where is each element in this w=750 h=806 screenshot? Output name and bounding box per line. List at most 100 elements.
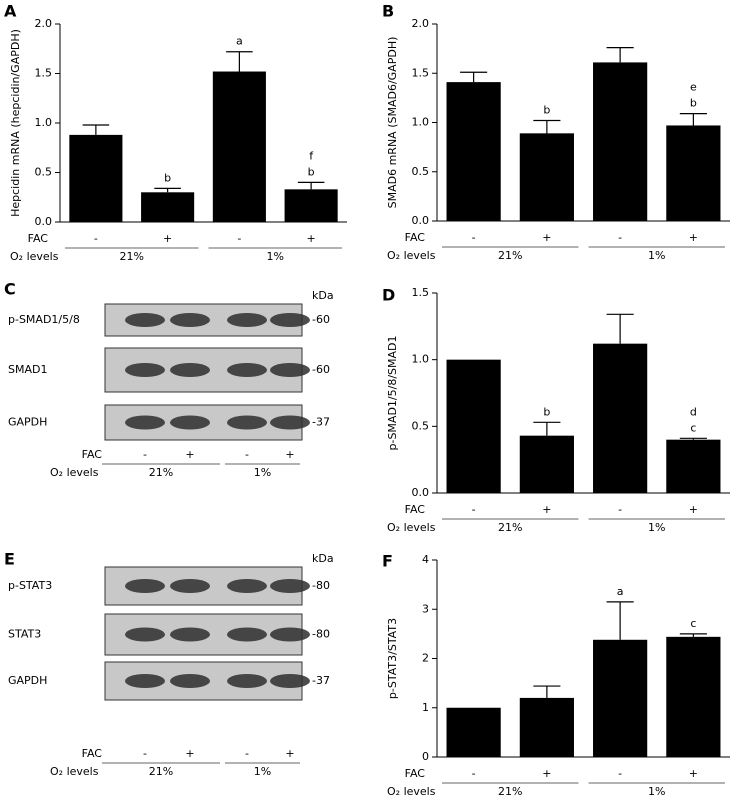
kda-label: kDa [312, 289, 334, 302]
y-tick-label: 4 [422, 553, 429, 566]
blot-size-label: -80 [312, 628, 330, 641]
blot-row-label: GAPDH [8, 674, 47, 687]
bar [446, 359, 501, 493]
y-tick-label: 1.5 [412, 66, 430, 79]
blot-row-label: p-SMAD1/5/8 [8, 313, 80, 326]
lane-label: + [542, 503, 551, 516]
significance-label: b [543, 405, 550, 418]
bar [69, 134, 123, 222]
group-label: 21% [498, 785, 522, 798]
row-label: FAC [405, 231, 426, 244]
lane-label: + [542, 767, 551, 780]
y-tick-label: 0.0 [412, 214, 430, 227]
significance-label: b [543, 104, 550, 117]
group-label: 21% [498, 521, 522, 534]
y-tick-label: 1.5 [412, 286, 430, 299]
y-tick-label: 0.0 [35, 215, 53, 228]
group-row-label: O₂ levels [387, 521, 436, 534]
bar [446, 707, 501, 757]
row-label: FAC [28, 232, 49, 245]
blot-size-label: -60 [312, 363, 330, 376]
y-tick-label: 0.5 [412, 419, 430, 432]
group-label: 1% [267, 250, 284, 263]
panel-letter: F [382, 552, 393, 571]
y-axis-label: p-STAT3/STAT3 [386, 618, 399, 699]
bar [519, 435, 574, 493]
bar [519, 133, 574, 221]
y-tick-label: 0.5 [412, 165, 430, 178]
lane-label: - [245, 747, 249, 760]
blot-size-label: -80 [312, 579, 330, 592]
lane-label: - [472, 767, 476, 780]
group-label: 1% [648, 785, 665, 798]
blot-band [125, 363, 165, 377]
error-bar [533, 421, 561, 436]
blot-band [227, 313, 267, 327]
blot-band [227, 579, 267, 593]
blot-band [170, 627, 210, 642]
y-tick-label: 1.0 [412, 116, 430, 129]
blot-size-label: -37 [312, 674, 330, 687]
group-row-label: O₂ levels [387, 249, 436, 262]
group-label: 21% [149, 765, 173, 778]
lane-label: - [143, 448, 147, 461]
row-label: FAC [82, 448, 103, 461]
blot-band [170, 579, 210, 593]
bar [284, 189, 338, 222]
blot-band [125, 627, 165, 642]
error-bar [154, 187, 181, 193]
blot-band [125, 579, 165, 593]
y-tick-label: 1.0 [412, 353, 430, 366]
lane-label: - [618, 231, 622, 244]
blot-band [227, 415, 267, 430]
panel-letter: B [382, 2, 394, 21]
lane-label: - [618, 503, 622, 516]
blot-size-label: -37 [312, 416, 330, 429]
lane-label: - [618, 767, 622, 780]
group-label: 21% [498, 249, 522, 262]
lane-label: + [185, 747, 194, 760]
y-tick-label: 1 [422, 701, 429, 714]
significance-label: e [690, 81, 697, 94]
error-bar [606, 601, 634, 640]
lane-label: - [245, 448, 249, 461]
blot-band [125, 415, 165, 430]
blot-band [170, 363, 210, 377]
row-label: FAC [82, 747, 103, 760]
significance-label: c [690, 421, 696, 434]
lane-label: - [472, 503, 476, 516]
error-bar [460, 71, 488, 83]
blot-size-label: -60 [312, 313, 330, 326]
lane-label: + [185, 448, 194, 461]
y-tick-label: 2.0 [35, 17, 53, 30]
blot-band [170, 313, 210, 327]
lane-label: + [689, 767, 698, 780]
group-label: 1% [648, 521, 665, 534]
lane-label: - [472, 231, 476, 244]
blot-band [227, 674, 267, 688]
lane-label: + [163, 232, 172, 245]
blot-band [227, 363, 267, 377]
bar [446, 82, 501, 222]
error-bar [297, 181, 325, 190]
blot-band [227, 627, 267, 642]
group-label: 1% [648, 249, 665, 262]
bar [141, 192, 195, 222]
blot-band [270, 363, 310, 377]
significance-label: a [236, 35, 243, 48]
significance-label: a [617, 585, 624, 598]
bar [666, 125, 721, 221]
group-row-label: O₂ levels [10, 250, 59, 263]
significance-label: b [308, 165, 315, 178]
error-bar [226, 51, 253, 72]
blot-band [170, 415, 210, 430]
significance-label: c [690, 617, 696, 630]
group-row-label: O₂ levels [50, 765, 99, 778]
bar [593, 62, 648, 221]
y-tick-label: 1.5 [35, 67, 53, 80]
error-bar [533, 119, 561, 134]
row-label: FAC [405, 767, 426, 780]
lane-label: + [307, 232, 316, 245]
blot-band [270, 313, 310, 327]
